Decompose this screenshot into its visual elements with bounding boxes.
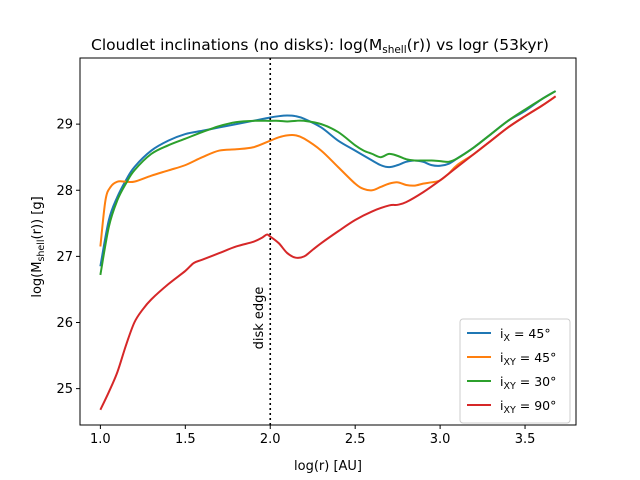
y-axis-label-main: log(M — [30, 262, 45, 298]
x-axis-ticks: 1.0 1.5 2.0 2.5 3.0 3.5 — [90, 425, 535, 447]
legend: iX = 45° iXY = 45° iXY = 30° iXY = 90° — [459, 318, 571, 424]
legend-label-3: iXY = 30° — [500, 374, 556, 392]
y-tick-label: 27 — [56, 250, 73, 265]
y-tick-label: 29 — [56, 118, 73, 133]
y-axis-label-sub: shell — [36, 239, 47, 261]
chart-title-sub: shell — [382, 44, 406, 56]
legend-box — [459, 318, 571, 424]
disk-edge-label: disk edge — [252, 287, 267, 350]
x-tick-label: 2.0 — [260, 432, 281, 447]
series-line-3 — [99, 90, 557, 276]
series-line-4 — [99, 95, 557, 411]
series-lines — [99, 90, 557, 411]
legend-label-4: iXY = 90° — [500, 398, 556, 416]
y-tick-label: 25 — [56, 382, 73, 397]
plot-area: disk edge — [79, 57, 577, 426]
series-line-2 — [99, 95, 557, 247]
y-tick-label: 26 — [56, 316, 73, 331]
legend-items: iX = 45° iXY = 45° iXY = 30° iXY = 90° — [467, 326, 556, 416]
series-line-1 — [99, 90, 557, 267]
y-axis-label: log(Mshell(r)) [g] — [30, 196, 47, 297]
x-axis-label: log(r) [AU] — [294, 459, 362, 474]
x-tick-label: 2.5 — [345, 432, 366, 447]
legend-label-2: iXY = 45° — [500, 350, 556, 368]
y-axis-ticks: 25 26 27 28 29 — [56, 118, 80, 397]
y-axis-label-tail: (r)) [g] — [30, 196, 45, 239]
x-tick-label: 3.0 — [430, 432, 451, 447]
legend-label-1: iX = 45° — [500, 326, 551, 344]
x-tick-label: 3.5 — [515, 432, 536, 447]
chart-title: Cloudlet inclinations (no disks): log(Ms… — [91, 36, 549, 56]
chart-title-main: Cloudlet inclinations (no disks): log(M — [91, 36, 382, 54]
y-tick-label: 28 — [56, 184, 73, 199]
x-tick-label: 1.0 — [90, 432, 111, 447]
chart-title-tail: (r)) vs logr (53kyr) — [407, 36, 549, 54]
x-tick-label: 1.5 — [175, 432, 196, 447]
plot-frame — [79, 57, 577, 426]
